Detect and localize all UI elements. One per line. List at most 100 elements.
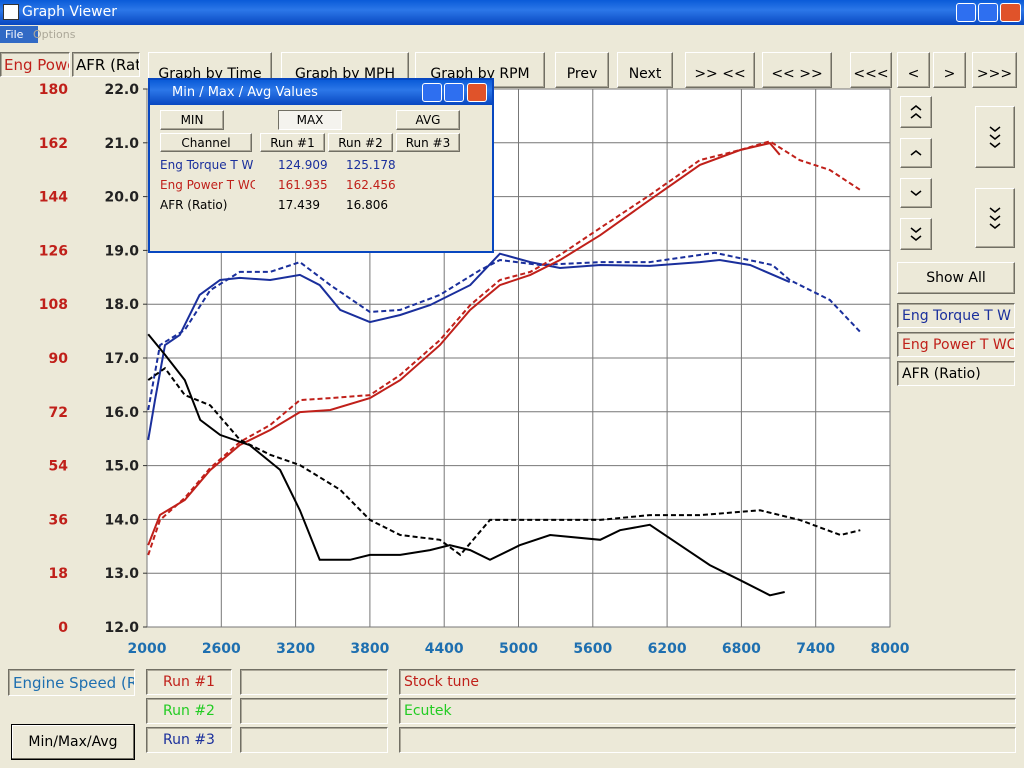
table-header: Channel bbox=[160, 133, 252, 152]
scroll-button[interactable] bbox=[900, 138, 932, 168]
scroll-button[interactable] bbox=[975, 188, 1015, 248]
arrow bbox=[989, 134, 1001, 140]
x-tick-label: 5600 bbox=[573, 641, 612, 657]
menu-item[interactable]: File bbox=[0, 26, 38, 43]
afr-tick-label: 19.0 bbox=[104, 243, 139, 259]
run-label: Run #3 bbox=[146, 727, 232, 753]
axis-tab[interactable]: AFR (Rat bbox=[72, 52, 140, 77]
power-tick-label: 180 bbox=[39, 82, 68, 98]
arrow bbox=[910, 113, 922, 119]
power-tick-label: 0 bbox=[58, 620, 68, 636]
power-tick-label: 72 bbox=[49, 405, 68, 421]
menu-bar bbox=[0, 25, 1024, 44]
run-note-field: Stock tune bbox=[399, 669, 1016, 695]
dialog bbox=[148, 78, 494, 253]
series-line bbox=[147, 252, 791, 441]
x-channel-label[interactable]: Engine Speed (Rl bbox=[8, 669, 135, 696]
x-tick-label: 2600 bbox=[202, 641, 241, 657]
table-header: Run #1 bbox=[260, 133, 325, 152]
arrow bbox=[910, 105, 922, 111]
series-line bbox=[147, 141, 781, 546]
power-tick-label: 108 bbox=[39, 297, 68, 313]
table-cell: 17.439 bbox=[278, 198, 320, 212]
window-title: Graph Viewer bbox=[22, 4, 117, 20]
dialog-window-button[interactable] bbox=[467, 83, 487, 102]
afr-tick-label: 13.0 bbox=[104, 566, 139, 582]
table-cell: 124.909 bbox=[278, 158, 328, 172]
show-all-button[interactable]: Show All bbox=[897, 262, 1015, 294]
table-header: Run #3 bbox=[396, 133, 460, 152]
run-note-field: Ecutek bbox=[399, 698, 1016, 724]
toolbar-button[interactable]: < bbox=[897, 52, 930, 88]
table-header: Run #2 bbox=[328, 133, 393, 152]
run-file-field bbox=[240, 727, 388, 753]
afr-tick-label: 21.0 bbox=[104, 136, 139, 152]
min-max-avg-button[interactable]: Min/Max/Avg bbox=[11, 724, 135, 760]
dialog-button[interactable]: AVG bbox=[396, 110, 460, 130]
arrow-icon bbox=[989, 207, 1001, 229]
x-tick-label: 3200 bbox=[276, 641, 315, 657]
toolbar-button[interactable]: > bbox=[933, 52, 966, 88]
channel-label[interactable]: Eng Power T WC bbox=[897, 332, 1015, 357]
toolbar-button[interactable]: <<< bbox=[850, 52, 892, 88]
arrow bbox=[910, 190, 922, 196]
toolbar-button[interactable]: >> << bbox=[685, 52, 755, 88]
channel-label[interactable]: AFR (Ratio) bbox=[897, 361, 1015, 386]
run-label: Run #1 bbox=[146, 669, 232, 695]
arrow-icon bbox=[910, 227, 922, 241]
series-line bbox=[147, 366, 861, 557]
x-tick-label: 4400 bbox=[425, 641, 464, 657]
table-cell: 125.178 bbox=[346, 158, 396, 172]
run-note-field bbox=[399, 727, 1016, 753]
power-tick-label: 126 bbox=[39, 243, 68, 259]
scroll-button[interactable] bbox=[900, 178, 932, 208]
channel-label[interactable]: Eng Torque T W bbox=[897, 303, 1015, 328]
dialog-button[interactable]: MAX bbox=[278, 110, 342, 130]
table-cell: 162.456 bbox=[346, 178, 396, 192]
afr-tick-label: 17.0 bbox=[104, 351, 139, 367]
table-cell: Eng Torque T W bbox=[160, 158, 254, 172]
x-tick-label: 3800 bbox=[350, 641, 389, 657]
toolbar-button[interactable]: Prev bbox=[555, 52, 609, 88]
app-icon bbox=[3, 4, 19, 20]
x-tick-label: 8000 bbox=[871, 641, 910, 657]
power-tick-label: 36 bbox=[49, 512, 68, 528]
afr-tick-label: 22.0 bbox=[104, 82, 139, 98]
arrow bbox=[989, 215, 1001, 221]
arrow bbox=[989, 223, 1001, 229]
x-tick-label: 5000 bbox=[499, 641, 538, 657]
scroll-button[interactable] bbox=[975, 106, 1015, 168]
dialog-window-button[interactable] bbox=[422, 83, 442, 102]
minimize-button[interactable] bbox=[956, 3, 976, 22]
run-file-field bbox=[240, 698, 388, 724]
afr-tick-label: 12.0 bbox=[104, 620, 139, 636]
afr-tick-label: 16.0 bbox=[104, 405, 139, 421]
toolbar-button[interactable]: Next bbox=[617, 52, 673, 88]
power-tick-label: 144 bbox=[39, 190, 68, 206]
afr-tick-label: 20.0 bbox=[104, 190, 139, 206]
close-button[interactable] bbox=[1000, 3, 1021, 22]
scroll-button[interactable] bbox=[900, 96, 932, 128]
arrow bbox=[910, 227, 922, 233]
run-label: Run #2 bbox=[146, 698, 232, 724]
title-bar: Graph Viewer bbox=[0, 0, 1024, 25]
x-tick-label: 7400 bbox=[796, 641, 835, 657]
series-line bbox=[147, 251, 862, 411]
maximize-button[interactable] bbox=[978, 3, 998, 22]
dialog-title: Min / Max / Avg Values bbox=[172, 85, 318, 100]
menu-item[interactable]: Options bbox=[33, 28, 76, 41]
table-cell: AFR (Ratio) bbox=[160, 198, 228, 212]
toolbar-button[interactable]: << >> bbox=[762, 52, 832, 88]
run-file-field bbox=[240, 669, 388, 695]
axis-tab[interactable]: Eng Powe bbox=[0, 52, 70, 77]
dialog-window-button[interactable] bbox=[444, 83, 464, 102]
arrow bbox=[989, 207, 1001, 213]
scroll-button[interactable] bbox=[900, 218, 932, 250]
power-tick-label: 162 bbox=[39, 136, 68, 152]
power-tick-label: 54 bbox=[49, 459, 69, 475]
dialog-button[interactable]: MIN bbox=[160, 110, 224, 130]
x-tick-label: 6800 bbox=[722, 641, 761, 657]
arrow-icon bbox=[989, 126, 1001, 148]
toolbar-button[interactable]: >>> bbox=[972, 52, 1017, 88]
